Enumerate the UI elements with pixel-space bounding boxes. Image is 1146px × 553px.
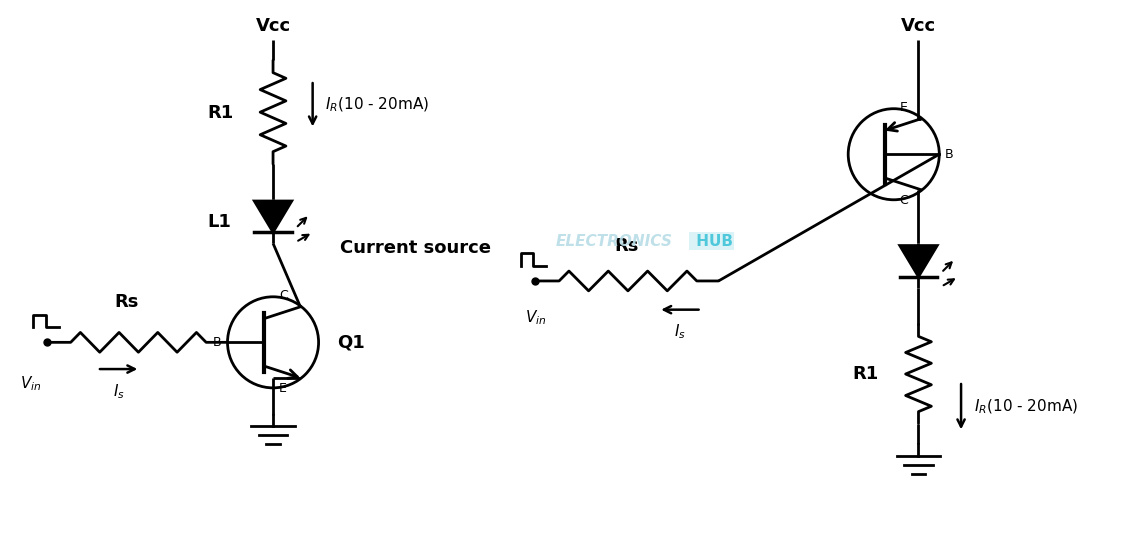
Text: C: C [278, 289, 288, 302]
Text: E: E [278, 383, 286, 395]
Text: ELECTRONICS: ELECTRONICS [555, 234, 673, 249]
Text: E: E [900, 101, 908, 114]
Text: Rs: Rs [614, 237, 638, 255]
Text: $I_R$(10 - 20mA): $I_R$(10 - 20mA) [974, 398, 1078, 416]
Text: Rs: Rs [115, 293, 139, 311]
Text: $V_{in}$: $V_{in}$ [19, 374, 41, 393]
Text: $I_R$(10 - 20mA): $I_R$(10 - 20mA) [324, 96, 429, 114]
Text: HUB: HUB [691, 234, 732, 249]
Text: L1: L1 [207, 212, 231, 231]
Text: $V_{in}$: $V_{in}$ [525, 309, 547, 327]
Text: R1: R1 [853, 365, 879, 383]
Polygon shape [900, 246, 937, 276]
Text: B: B [945, 148, 953, 161]
Text: Q1: Q1 [337, 333, 366, 351]
Text: C: C [900, 194, 909, 207]
Polygon shape [254, 201, 292, 232]
Text: $I_s$: $I_s$ [112, 382, 125, 400]
Text: Vcc: Vcc [901, 18, 936, 35]
Text: R1: R1 [207, 103, 234, 122]
Text: $I_s$: $I_s$ [674, 322, 685, 341]
Text: Vcc: Vcc [256, 18, 291, 35]
Text: Current source: Current source [340, 239, 492, 257]
Text: B: B [213, 336, 221, 349]
